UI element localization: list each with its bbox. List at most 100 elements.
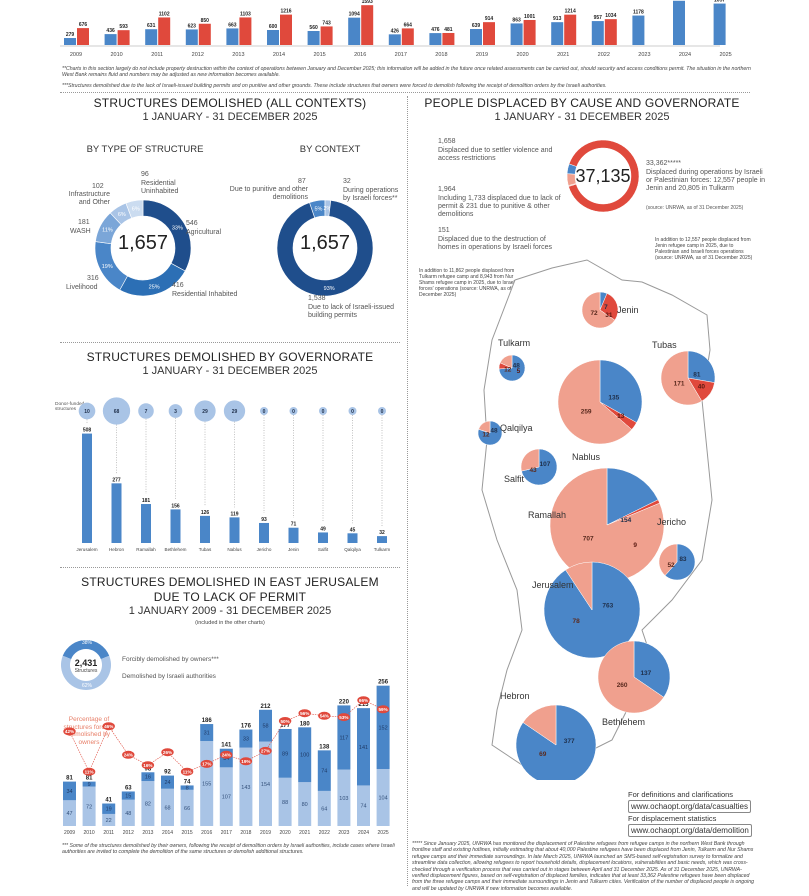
ej-pct-val: 11% bbox=[183, 770, 192, 775]
destruction-val: 151 bbox=[438, 227, 450, 234]
map-bubble-blue-val: 107 bbox=[540, 461, 551, 468]
type-infra-val: 102 bbox=[92, 183, 104, 190]
ej-legend-owner: Forcibly demolished by owners*** bbox=[122, 656, 219, 663]
ctx-ops-val: 32 bbox=[343, 178, 351, 185]
ej-pct-val: 59% bbox=[378, 707, 387, 712]
timeline-bar-red bbox=[198, 23, 211, 45]
timeline-year: 2021 bbox=[557, 52, 569, 58]
settler-label: Displaced due to settler violence and ac… bbox=[438, 147, 553, 162]
ej-bar-israeli-val: 64 bbox=[321, 806, 327, 812]
ej-bar-owners bbox=[337, 705, 351, 770]
map-bubble-slice bbox=[658, 543, 678, 576]
divider bbox=[60, 92, 750, 93]
map-bubble-red-val: 13 bbox=[617, 413, 625, 420]
ej-bar-owners-val: 16 bbox=[145, 775, 151, 781]
ej-bar-owners-val: 19 bbox=[106, 807, 112, 813]
link-demolition[interactable]: www.ochaopt.org/data/demolition bbox=[628, 824, 752, 837]
timeline-year: 2011 bbox=[151, 52, 163, 58]
timeline-bar-red bbox=[442, 32, 455, 45]
gov-bar-val: 508 bbox=[83, 428, 92, 434]
timeline-bar-blue bbox=[429, 33, 442, 45]
gov-donor-val: 0 bbox=[292, 409, 295, 415]
ej-bar-israeli bbox=[180, 789, 194, 826]
type-res-uninhabited-val: 96 bbox=[141, 171, 149, 178]
timeline-bar-red bbox=[280, 14, 292, 46]
timeline-year: 2010 bbox=[110, 52, 122, 58]
ej-pct-val: 54% bbox=[320, 714, 329, 719]
by-context-title: BY CONTEXT bbox=[299, 144, 361, 155]
operations-label: Displaced during operations by Israeli o… bbox=[646, 169, 766, 192]
links2-title: For displacement statistics bbox=[628, 814, 717, 823]
gov-donor-val: 29 bbox=[232, 409, 238, 415]
gov-donor-bubble bbox=[223, 400, 246, 422]
timeline-label-red: 1001 bbox=[524, 14, 535, 20]
ej-pct-val: 19% bbox=[241, 759, 250, 764]
type-slice-pct: 6% bbox=[118, 212, 126, 218]
gov-bar-val: 71 bbox=[291, 522, 297, 528]
gov-donor-val: 0 bbox=[263, 409, 266, 415]
map-bubble-slice bbox=[599, 359, 643, 423]
timeline-label-red: 743 bbox=[322, 20, 331, 26]
ej-bar-israeli-val: 47 bbox=[66, 811, 72, 817]
type-livelihood-val: 316 bbox=[87, 275, 99, 282]
map-bubble-salmon-val: 260 bbox=[617, 682, 628, 689]
map-governorate-label: Jenin bbox=[617, 305, 639, 315]
timeline-bar-blue bbox=[713, 3, 726, 45]
gov-bar-val: 156 bbox=[171, 503, 180, 509]
gov-category: Jenin bbox=[288, 547, 299, 552]
timeline-bar-blue bbox=[185, 29, 198, 45]
map-bubble-salmon-val: 78 bbox=[573, 618, 581, 625]
type-total: 1,657 bbox=[117, 232, 169, 254]
ej-legend-israeli: Demolished by Israeli authorities bbox=[122, 673, 216, 680]
permit-val: 1,964 bbox=[438, 186, 456, 193]
timeline-label-red: 664 bbox=[404, 22, 413, 28]
map-bubble-salmon-val: 12 bbox=[482, 431, 490, 438]
ej-year: 2025 bbox=[378, 830, 389, 836]
map-bubble-red-val: 9 bbox=[633, 542, 637, 549]
ej-bar-owners bbox=[161, 775, 174, 789]
ej-year: 2022 bbox=[319, 830, 330, 836]
timeline-year: 2025 bbox=[719, 52, 731, 58]
timeline-label-red: 481 bbox=[444, 27, 453, 33]
map-bubble-slice bbox=[520, 448, 540, 472]
ej-bar-owners-val: 152 bbox=[379, 725, 388, 731]
timeline-year: 2014 bbox=[273, 52, 285, 58]
ej-bar-total: 180 bbox=[300, 721, 311, 727]
gov-category: Tulkarm bbox=[374, 547, 391, 552]
type-infra-label: Infrastructure and Other bbox=[68, 191, 110, 206]
timeline-year: 2020 bbox=[516, 52, 528, 58]
timeline-bar-red bbox=[320, 26, 333, 45]
ej-pct-marker bbox=[239, 757, 253, 766]
ej-pct-val: 50% bbox=[280, 719, 289, 724]
map-bubble-blue-val: 81 bbox=[693, 372, 701, 379]
gov-bar-val: 126 bbox=[201, 510, 210, 516]
timeline-label-blue: 600 bbox=[269, 24, 278, 30]
timeline-label-blue: 1657 bbox=[714, 0, 725, 4]
ej-ring-israeli bbox=[61, 655, 111, 690]
timeline-label-blue: 639 bbox=[472, 23, 481, 29]
ej-year: 2009 bbox=[64, 830, 75, 836]
type-slice-pct: 11% bbox=[102, 228, 113, 234]
map-bubble-red-val: 40 bbox=[698, 383, 706, 390]
by-type-title: BY TYPE OF STRUCTURE bbox=[86, 144, 204, 155]
map-governorate-label: Jerusalem bbox=[532, 580, 574, 590]
map-bubble-slice bbox=[499, 354, 513, 369]
timeline-bar-red bbox=[77, 28, 89, 45]
ej-pct-marker bbox=[63, 727, 76, 736]
ej-pct-val: 46% bbox=[104, 724, 113, 729]
gov-category: Ramallah bbox=[136, 547, 156, 552]
operations-val: 33,362***** bbox=[646, 160, 682, 167]
ej-bar-israeli-val: 155 bbox=[202, 782, 211, 788]
ej-pct-marker bbox=[278, 717, 292, 725]
gov-donor-val: 0 bbox=[381, 409, 384, 415]
ej-bar-israeli-val: 103 bbox=[339, 796, 348, 802]
map-bubble-blue-val: 7 bbox=[604, 304, 608, 311]
gov-donor-bubble bbox=[260, 407, 268, 415]
link-casualties[interactable]: www.ochaopt.org/data/casualties bbox=[628, 800, 751, 813]
timeline-bar-blue bbox=[226, 28, 239, 45]
timeline-bar-blue bbox=[145, 29, 158, 45]
ej-bar-total: 41 bbox=[105, 798, 112, 804]
timeline-label-red: 1103 bbox=[240, 11, 251, 17]
timeline-year: 2017 bbox=[395, 52, 407, 58]
timeline-bar-red bbox=[483, 22, 495, 45]
